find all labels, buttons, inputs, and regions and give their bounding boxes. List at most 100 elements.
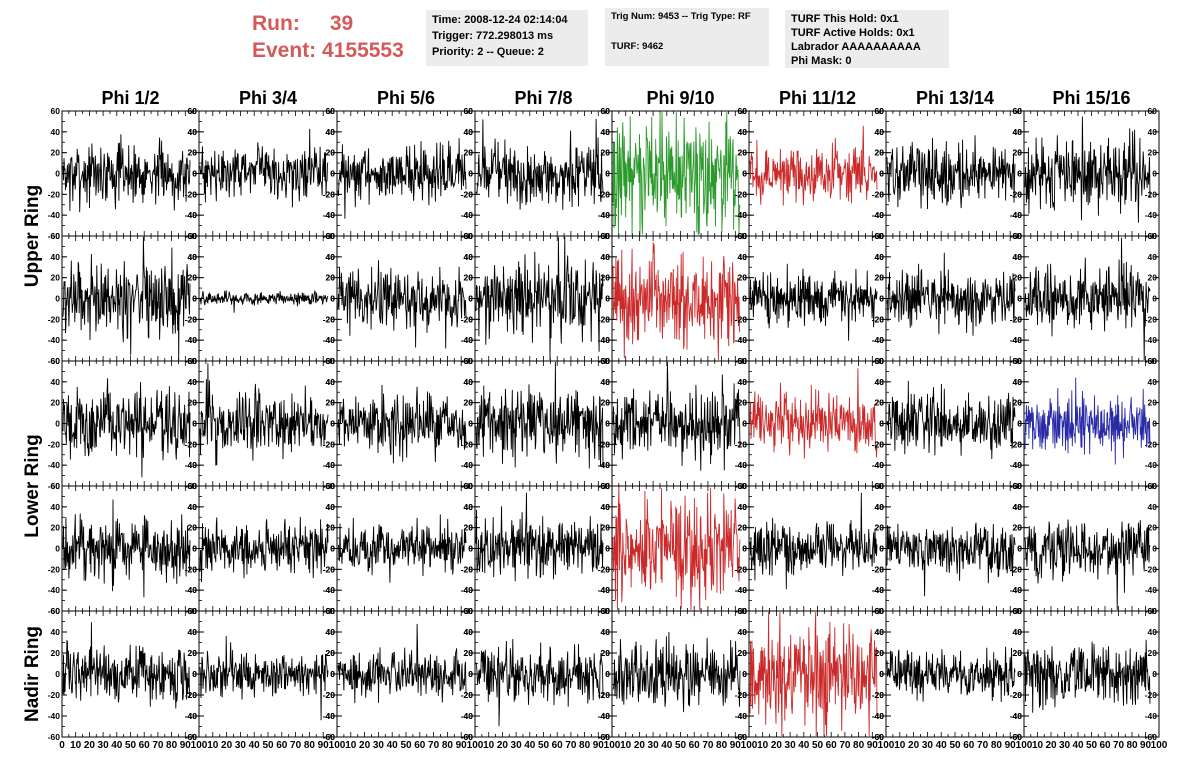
ytick-label-left: 40	[51, 627, 61, 637]
ytick-label-left: 60	[601, 231, 611, 241]
xtick-label: 100	[878, 740, 895, 751]
ytick-label-left: -40	[323, 460, 336, 470]
xtick-label: 20	[497, 740, 509, 751]
ytick-label-left: 0	[605, 419, 610, 429]
ytick-label-left: -20	[461, 189, 474, 199]
xtick-label: 80	[853, 740, 865, 751]
xtick-label: 90	[1005, 740, 1017, 751]
xtick-label: 60	[963, 740, 975, 751]
ytick-label-right: 20	[464, 523, 474, 533]
ytick-label-right: 40	[738, 502, 748, 512]
ytick-label-left: 40	[601, 127, 611, 137]
ytick-label-left: 20	[875, 148, 885, 158]
ytick-label-left: 60	[875, 606, 885, 616]
ytick-label-right: -60	[461, 732, 474, 742]
ytick-label-right: 0	[468, 169, 473, 179]
ytick-label-left: -40	[872, 711, 885, 721]
ytick-label-left: 20	[464, 523, 474, 533]
ytick-label-left: 40	[326, 377, 336, 387]
ytick-label-left: -20	[1010, 189, 1023, 199]
ytick-label-left: -20	[872, 690, 885, 700]
ytick-label-left: 20	[188, 523, 198, 533]
ytick-label-left: -40	[735, 711, 748, 721]
ytick-label-left: -20	[735, 564, 748, 574]
ytick-label-right: -40	[323, 711, 336, 721]
ytick-label-right: -20	[872, 439, 885, 449]
ytick-label-left: -40	[323, 585, 336, 595]
ytick-label-right: 40	[601, 127, 611, 137]
xtick-label: 50	[400, 740, 412, 751]
ytick-label-left: 0	[1017, 294, 1022, 304]
ytick-label-right: -20	[1010, 690, 1023, 700]
ytick-label-left: 40	[875, 252, 885, 262]
ytick-label-left: -40	[598, 210, 611, 220]
ytick-label-left: 60	[464, 356, 474, 366]
waveform-trace-r3-c5	[749, 492, 878, 590]
ytick-label-left: 0	[192, 669, 197, 679]
xtick-label: 70	[428, 740, 440, 751]
event-line: Event: 4155553	[252, 37, 404, 64]
ytick-label-left: 0	[1017, 544, 1022, 554]
column-header-7: Phi 13/14	[916, 88, 994, 108]
xtick-label: 10	[894, 740, 906, 751]
waveform-trace-r4-c6	[886, 646, 1016, 703]
ytick-label-left: 0	[330, 544, 335, 554]
ytick-label-right: 0	[742, 294, 747, 304]
ytick-label-left: 40	[738, 127, 748, 137]
ytick-label-right: -20	[1010, 439, 1023, 449]
ytick-label-right: 40	[601, 627, 611, 637]
waveform-trace-r2-c6	[886, 380, 1016, 460]
ytick-label-left: -40	[461, 460, 474, 470]
xtick-label: 10	[207, 740, 219, 751]
ytick-label-right: -20	[735, 690, 748, 700]
waveform-trace-r4-c3	[475, 638, 604, 727]
row-label-3: Nadir Ring	[22, 626, 43, 722]
waveform-trace-r2-c7	[1024, 377, 1151, 465]
ytick-label-right: 40	[326, 252, 336, 262]
ytick-label-right: 0	[1017, 669, 1022, 679]
ytick-label-right: -20	[323, 439, 336, 449]
ytick-label-left: 60	[601, 356, 611, 366]
ytick-label-left: 0	[879, 169, 884, 179]
ytick-label-right: 20	[464, 398, 474, 408]
ytick-label-left: -20	[323, 439, 336, 449]
ytick-label-left: 40	[326, 127, 336, 137]
ytick-label-left: -40	[48, 210, 61, 220]
waveform-trace-r4-c4	[612, 631, 741, 713]
ytick-label-left: -20	[735, 314, 748, 324]
ytick-label-left: -60	[323, 732, 336, 742]
ytick-label-left: 40	[875, 502, 885, 512]
ytick-label-right: 40	[188, 502, 198, 512]
ytick-label-left: 60	[326, 231, 336, 241]
waveform-trace-r3-c6	[886, 522, 1016, 597]
ytick-label-right: -40	[1010, 335, 1023, 345]
ytick-label-right: 40	[875, 627, 885, 637]
ytick-label-right: -20	[461, 690, 474, 700]
ytick-label-left: 20	[51, 523, 61, 533]
waveform-trace-r1-c5	[749, 263, 878, 341]
ytick-label-right: -40	[1010, 585, 1023, 595]
ytick-label-left: -20	[323, 690, 336, 700]
time-line: Time: 2008-12-24 02:14:04	[432, 14, 568, 26]
waveform-trace-r0-c5	[749, 125, 878, 206]
ytick-label-left: -20	[598, 690, 611, 700]
ytick-label-left: 60	[188, 481, 198, 491]
ytick-label-left: 20	[738, 523, 748, 533]
xtick-label: 50	[125, 740, 137, 751]
waveform-trace-r2-c4	[612, 361, 741, 471]
xtick-label: 40	[798, 740, 810, 751]
ytick-label-right: -60	[735, 732, 748, 742]
ytick-label-right: -40	[598, 210, 611, 220]
ytick-label-right: 40	[326, 502, 336, 512]
ytick-label-left: -20	[185, 314, 198, 324]
ytick-label-right: 20	[1148, 648, 1158, 658]
run-event-box: Run: 39 Event: 4155553	[252, 10, 404, 64]
xtick-label: 100	[741, 740, 758, 751]
ytick-label-left: -20	[1010, 314, 1023, 324]
ytick-label-left: -20	[598, 564, 611, 574]
ytick-label-left: -20	[323, 189, 336, 199]
ytick-label-left: 20	[1013, 148, 1023, 158]
ytick-label-left: 20	[326, 648, 336, 658]
ytick-label-right: 40	[875, 127, 885, 137]
ytick-label-left: -40	[461, 585, 474, 595]
